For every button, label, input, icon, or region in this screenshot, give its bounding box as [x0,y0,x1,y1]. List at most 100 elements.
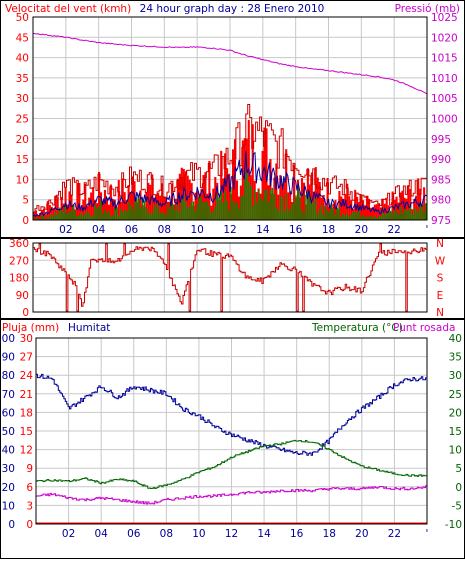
gust-bar [371,207,374,220]
gust-bar [103,189,107,220]
wind-bar [313,203,315,220]
gust-bar [202,174,205,220]
rain-tick-label: 3 [26,500,33,512]
wind-bar [188,206,191,220]
gust-bar [111,199,114,220]
wind-bar [119,208,122,220]
wind-bar [165,214,167,220]
wind-bar [265,189,268,220]
time-tick-label: 04 [94,528,108,540]
wind-bar [301,209,303,220]
wind-bar [141,197,144,220]
wind-bar [94,204,96,220]
wind-bar [82,215,84,220]
wind-bar [175,210,177,220]
wind-bar [131,209,134,220]
gust-bar [170,183,173,220]
time-tick-label: ' [426,224,429,236]
direction-tick-label: 180 [9,273,29,285]
wind-plot-frame [32,16,428,221]
gust-bar [155,194,158,220]
time-tick-label: 14 [256,224,270,236]
wind-bar [263,190,266,220]
wind-bar [86,211,88,220]
gust-bar [224,153,227,220]
wind-bar [53,216,55,220]
gust-bar [101,200,105,220]
temperature-tick-label: 30 [449,370,462,382]
compass-tick-label: N [436,238,444,250]
time-tick-label: 18 [323,528,336,540]
wind-bar [133,202,136,220]
wind-bar [244,169,246,220]
wind-bar [338,207,341,220]
gust-bar [174,198,177,220]
pressure-tick-label: 1020 [431,32,458,44]
dewpoint-line [36,485,428,505]
gust-bar [391,191,394,220]
wind-pressure-chart: Velocitat del vent (kmh) 24 hour graph d… [0,0,465,238]
gust-bar [369,207,372,220]
wind-bar [330,202,333,220]
wind-bar [210,212,212,220]
gust-bar [180,167,183,220]
wind-bar [218,196,220,220]
wind-bar [108,210,110,220]
wind-bar [250,185,252,220]
wind-bar [145,207,147,220]
wind-bar [277,210,279,220]
wind-bar [90,216,92,220]
gust-bar [66,204,69,220]
rain-tick-label: 15 [20,426,33,438]
wind-bar [326,210,329,220]
wind-bar [281,197,283,220]
wind-bar [234,203,236,220]
gust-bar [385,198,388,220]
temperature-tick-label: -10 [445,519,462,531]
gust-bar [289,191,292,220]
wind-bar [316,214,319,220]
wind-bar [41,214,43,220]
wind-bar [181,200,183,220]
wind-bar [362,214,364,220]
time-tick-label: 02 [62,528,75,540]
wind-bar [127,201,130,220]
wind-bar [271,187,274,220]
gust-bar [326,177,329,220]
wind-bar [423,212,425,220]
wind-bar [139,207,142,220]
wind-bar [143,200,146,220]
humidity-axis-label: Humitat [68,322,110,334]
gust-bar [344,193,347,220]
time-tick-label: 20 [355,224,368,236]
gust-bar [105,198,108,220]
humidity-line [36,373,428,456]
wind-bar [242,195,244,220]
wind-bar [98,205,100,220]
rain-tick-label: 12 [20,445,33,457]
gust-bar [194,192,197,220]
time-tick-label: 08 [160,528,173,540]
wind-bar [192,201,195,220]
average-wind-line [32,151,428,218]
gust-bar [251,124,254,220]
compass-tick-label: W [435,255,446,267]
gust-bar [182,168,185,220]
gust-bar [123,192,126,220]
wind-bar [336,207,339,220]
time-tick-label: 14 [257,528,271,540]
time-tick-label: 06 [125,224,139,236]
gust-bar [399,192,402,220]
pressure-tick-label: 1015 [431,53,458,65]
gust-bar [92,187,95,220]
wind-bar [401,213,404,220]
rain-tick-label: 21 [20,389,33,401]
wind-bar [123,210,126,220]
wind-bar [202,202,205,220]
gust-bar [70,194,73,220]
wind-axis-ticks: 0 5 10 15 20 25 30 35 40 45 50 [16,12,29,227]
gust-bar [363,205,367,220]
wind-bar [163,212,165,220]
wind-bar [340,216,343,220]
gust-bar [42,208,45,220]
